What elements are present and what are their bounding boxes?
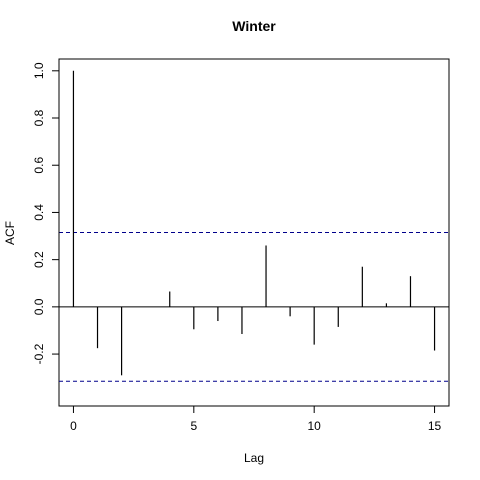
x-tick-label: 5 — [190, 419, 197, 433]
x-tick-label: 10 — [308, 419, 322, 433]
y-axis-label: ACF — [3, 221, 17, 245]
y-tick-label: 1.0 — [32, 62, 46, 79]
y-tick-label: 0.2 — [32, 251, 46, 268]
y-tick-label: -0.2 — [32, 343, 46, 364]
acf-bars — [73, 71, 434, 376]
x-axis-label: Lag — [244, 451, 264, 465]
y-tick-label: 0.4 — [32, 204, 46, 221]
chart-title: Winter — [232, 18, 276, 34]
y-tick-label: 0.0 — [32, 298, 46, 315]
x-axis: 0 5 10 15 — [70, 406, 441, 433]
x-tick-label: 0 — [70, 419, 77, 433]
y-tick-label: 0.8 — [32, 109, 46, 126]
y-axis: -0.2 0.0 0.2 0.4 0.6 0.8 1.0 — [32, 62, 59, 364]
y-tick-label: 0.6 — [32, 157, 46, 174]
x-tick-label: 15 — [428, 419, 442, 433]
